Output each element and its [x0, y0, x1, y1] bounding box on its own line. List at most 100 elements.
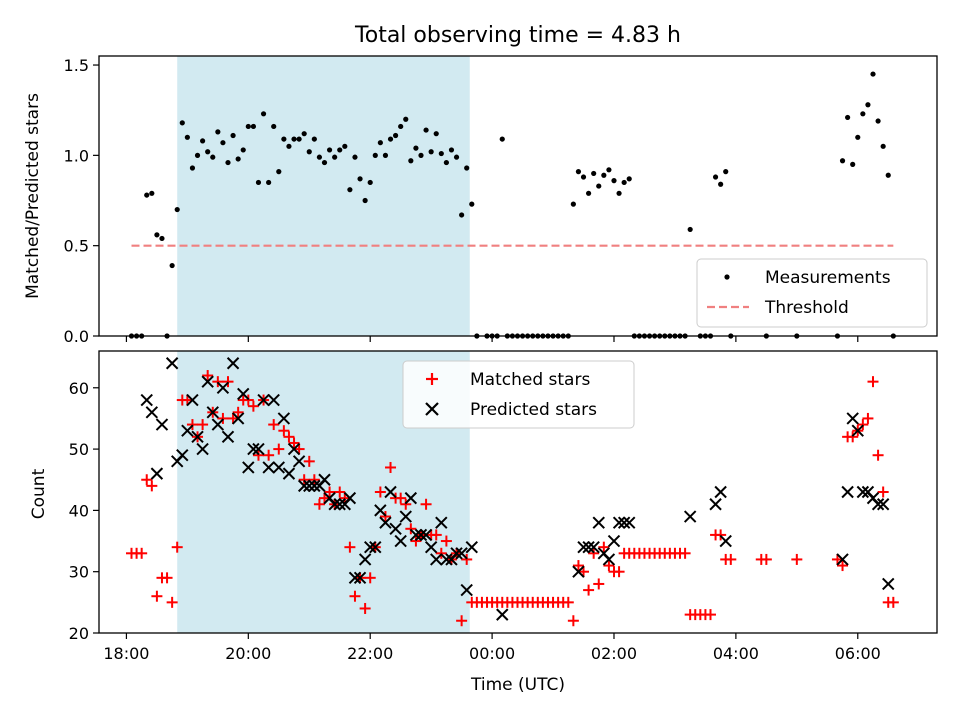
matched-point: [395, 492, 407, 504]
measurement-point: [591, 170, 597, 177]
predicted-point: [287, 442, 301, 456]
matched-point: [435, 547, 447, 559]
matched-point: [166, 596, 178, 608]
measurement-point: [342, 143, 348, 149]
measurement-point: [301, 131, 307, 137]
predicted-point: [587, 540, 600, 554]
measurement-point: [220, 140, 226, 146]
matched-point: [263, 449, 275, 461]
bottom-plot-frame: [98, 350, 938, 634]
measurement-point: [321, 159, 328, 166]
predicted-point: [201, 375, 214, 388]
predicted-point: [851, 424, 864, 437]
matched-point: [400, 498, 412, 510]
measurement-point: [235, 156, 241, 162]
matched-point: [872, 449, 884, 461]
predicted-point: [577, 540, 590, 554]
predicted-point: [719, 534, 732, 548]
measurement-point: [464, 165, 470, 171]
matched-point: [141, 474, 153, 486]
measurement-point: [286, 143, 292, 149]
top-legend: Measurements Threshold: [696, 258, 928, 328]
matched-point: [679, 547, 691, 559]
matched-point: [273, 443, 285, 455]
measurement-point: [352, 154, 358, 160]
measurement-point: [174, 206, 180, 213]
predicted-point: [369, 540, 382, 554]
predicted-point: [308, 479, 321, 493]
top-y-ticks: 0.0 0.5 1.0 1.5: [64, 56, 99, 346]
measurement-point: [296, 136, 302, 142]
x-tick-label: 02:00: [591, 644, 637, 663]
predicted-point: [196, 442, 209, 456]
bottom-plot: 20 30 40 50 60 18:00 20:00 22:00 00:00 02:00 04:0…: [29, 350, 938, 695]
predicted-point: [216, 381, 230, 394]
measurement-point: [260, 111, 267, 117]
predicted-point: [582, 540, 595, 554]
matched-point: [593, 578, 605, 590]
measurement-point: [885, 172, 891, 178]
measurement-point: [205, 149, 211, 155]
matched-point: [146, 480, 158, 492]
legend-predicted-marker: [425, 402, 439, 416]
predicted-point: [348, 571, 362, 585]
x-tick-label: 18:00: [103, 644, 149, 663]
measurement-point: [215, 129, 221, 135]
measurement-point: [245, 123, 251, 130]
measurement-point: [281, 136, 287, 142]
measurement-point: [413, 145, 419, 151]
measurement-point: [154, 232, 160, 238]
measurement-point: [200, 138, 206, 144]
measurement-point: [601, 172, 607, 178]
measurement-point: [291, 136, 297, 142]
matched-point: [847, 431, 859, 443]
measurement-point: [316, 154, 323, 160]
predicted-point: [419, 528, 433, 542]
matched-point: [252, 449, 264, 461]
top-plot-frame: [98, 55, 938, 337]
measurement-point: [443, 159, 449, 166]
measurement-point: [276, 169, 282, 175]
y-tick-label: 1.5: [64, 56, 89, 75]
predicted-point: [409, 528, 423, 542]
measurement-point: [311, 136, 317, 142]
matched-point: [349, 590, 361, 602]
bottom-x-ticks: 18:00 20:00 22:00 00:00 02:00 04:00 06:00: [103, 633, 881, 663]
measurement-point: [240, 147, 246, 153]
matched-point: [242, 394, 254, 406]
predicted-point: [211, 418, 225, 431]
predicted-point: [623, 516, 636, 529]
y-tick-label: 60: [69, 379, 89, 398]
bottom-legend: Matched stars Predicted stars: [402, 360, 635, 429]
matched-point: [313, 498, 325, 510]
measurement-point: [850, 161, 856, 167]
matched-point: [837, 560, 849, 572]
measurement-point: [250, 123, 256, 130]
measurement-point: [687, 226, 693, 233]
measurement-point: [194, 152, 201, 158]
predicted-point: [496, 608, 509, 621]
predicted-point: [572, 565, 585, 578]
measurement-point: [393, 132, 399, 139]
bottom-y-axis-label: Count: [29, 468, 49, 519]
measurement-point: [357, 176, 363, 182]
predicted-point: [455, 547, 468, 560]
predicted-point: [206, 406, 219, 419]
matched-point: [385, 461, 397, 473]
matched-point: [405, 523, 417, 535]
top-x-ticks: [125, 336, 859, 342]
matched-point: [588, 547, 600, 559]
matched-point: [222, 376, 234, 388]
measurement-point: [433, 131, 439, 137]
measurement-point: [570, 201, 576, 207]
top-legend-box: [696, 258, 928, 328]
measurement-point: [149, 190, 155, 196]
matched-point: [197, 419, 209, 431]
measurement-point: [870, 71, 876, 77]
predicted-point: [226, 357, 240, 370]
legend-matched-marker: [426, 373, 438, 385]
measurement-point: [372, 152, 378, 158]
bottom-y-ticks: 20 30 40 50 60: [69, 379, 99, 643]
measurement-point: [337, 147, 343, 153]
